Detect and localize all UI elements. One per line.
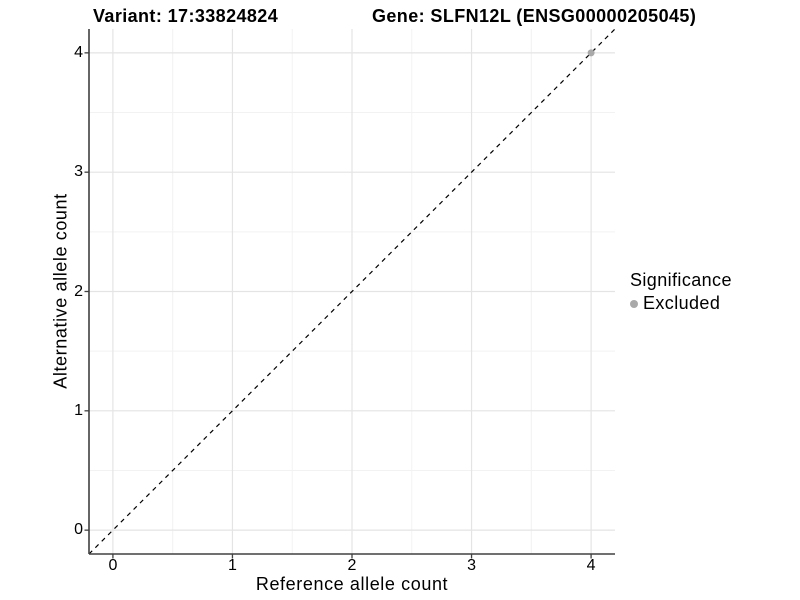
y-axis-title: Alternative allele count xyxy=(50,193,71,389)
y-tick-label-0: 0 xyxy=(74,521,83,539)
legend: Significance Excluded xyxy=(630,270,732,314)
identity-dashed-line xyxy=(88,28,616,555)
x-tick-label-3: 3 xyxy=(467,557,476,574)
y-tick-label-2: 2 xyxy=(74,282,83,300)
data-point-excluded xyxy=(587,49,595,57)
plot-title-gene: Gene: SLFN12L (ENSG00000205045) xyxy=(372,6,697,26)
plot-title-variant: Variant: 17:33824824 xyxy=(93,6,279,26)
x-tick-label-0: 0 xyxy=(108,557,118,574)
x-axis-title: Reference allele count xyxy=(255,574,449,594)
legend-item-label: Excluded xyxy=(643,293,721,313)
y-tick-label-3: 3 xyxy=(74,163,83,181)
y-tick-label-4: 4 xyxy=(74,43,83,61)
y-tick-label-1: 1 xyxy=(74,401,83,419)
x-tick-label-4: 4 xyxy=(586,557,596,574)
x-tick-label-2: 2 xyxy=(347,557,357,574)
legend-title: Significance xyxy=(630,270,732,290)
legend-item-excluded: Excluded xyxy=(630,293,732,314)
excluded-point-swatch-icon xyxy=(630,299,638,308)
x-tick-label-1: 1 xyxy=(228,557,237,574)
